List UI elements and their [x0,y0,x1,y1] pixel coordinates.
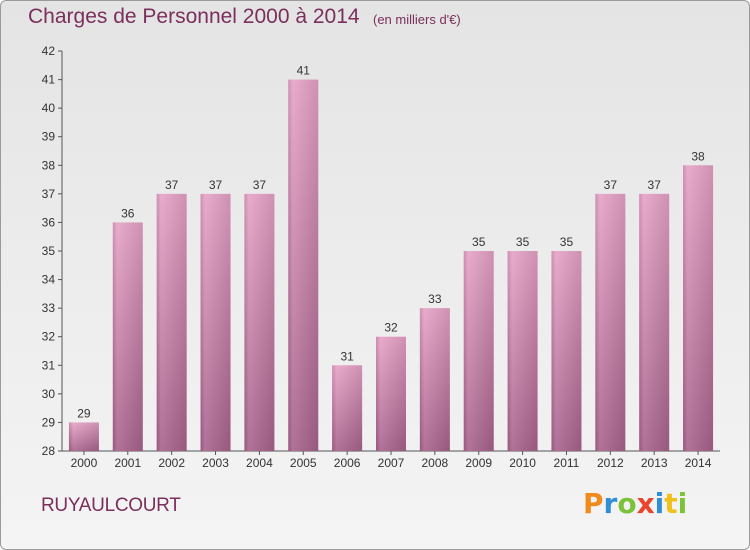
data-label: 36 [121,206,135,220]
y-tick-label: 32 [42,330,56,344]
x-tick-label: 2004 [246,456,273,470]
y-tick-label: 28 [42,444,56,458]
chart-bars [68,79,714,452]
chart-labels: 2000 29 2001 36 2002 37 2003 37 2004 37 2005 41 2006… [71,64,712,470]
x-tick-label: 2006 [334,456,361,470]
data-label: 29 [77,406,91,420]
x-tick-label: 2013 [641,456,668,470]
y-tick-label: 33 [42,301,56,315]
y-tick-label: 31 [42,358,56,372]
y-tick-label: 42 [42,44,56,58]
data-label: 37 [209,178,223,192]
x-tick-label: 2007 [378,456,405,470]
data-label: 37 [604,178,618,192]
data-label: 37 [165,178,179,192]
data-label: 37 [648,178,662,192]
bar-shade [595,193,626,451]
bar-shade [419,308,450,451]
y-tick-label: 29 [42,415,56,429]
bar-shade [112,222,143,451]
data-label: 32 [384,321,398,335]
chart-subtitle: (en milliers d'€) [373,12,461,27]
bar-shade [376,336,406,451]
y-tick-label: 39 [42,130,56,144]
y-tick-label: 30 [42,387,56,401]
x-tick-label: 2012 [597,456,624,470]
data-label: 33 [428,292,442,306]
x-tick-label: 2009 [465,456,492,470]
x-tick-label: 2000 [71,456,98,470]
x-tick-label: 2003 [202,456,229,470]
bar-shade [551,251,582,451]
chart-title: Charges de Personnel 2000 à 2014 [28,5,360,28]
bar-shade [683,165,714,452]
x-tick-label: 2011 [554,456,580,470]
x-tick-label: 2010 [509,456,536,470]
town-name: RUYAULCOURT [41,495,181,516]
data-label: 35 [472,235,486,249]
y-tick-label: 37 [42,187,56,201]
x-tick-label: 2008 [422,456,449,470]
data-label: 31 [340,349,354,363]
bar-shade [639,193,670,451]
y-tick-label: 40 [42,101,56,115]
bar-shade [507,251,538,451]
x-tick-label: 2014 [685,456,712,470]
bar-shade [288,79,319,452]
y-tick-label: 34 [42,273,56,287]
data-label: 35 [560,235,574,249]
bar-shade [156,193,187,451]
data-label: 37 [253,178,267,192]
bar-shade [68,422,99,451]
bar-shade [332,365,363,451]
x-tick-label: 2002 [158,456,185,470]
data-label: 38 [691,149,705,163]
y-tick-label: 35 [42,244,56,258]
data-label: 35 [516,235,530,249]
x-tick-label: 2001 [114,456,141,470]
x-tick-label: 2005 [290,456,317,470]
bar-shade [463,251,494,451]
proxiti-logo[interactable]: Proxiti [583,487,688,520]
data-label: 41 [297,64,311,78]
y-tick-label: 41 [42,73,56,87]
y-tick-label: 38 [42,158,56,172]
y-tick-label: 36 [42,215,56,229]
bar-shade [200,193,231,451]
bar-shade [244,193,275,451]
